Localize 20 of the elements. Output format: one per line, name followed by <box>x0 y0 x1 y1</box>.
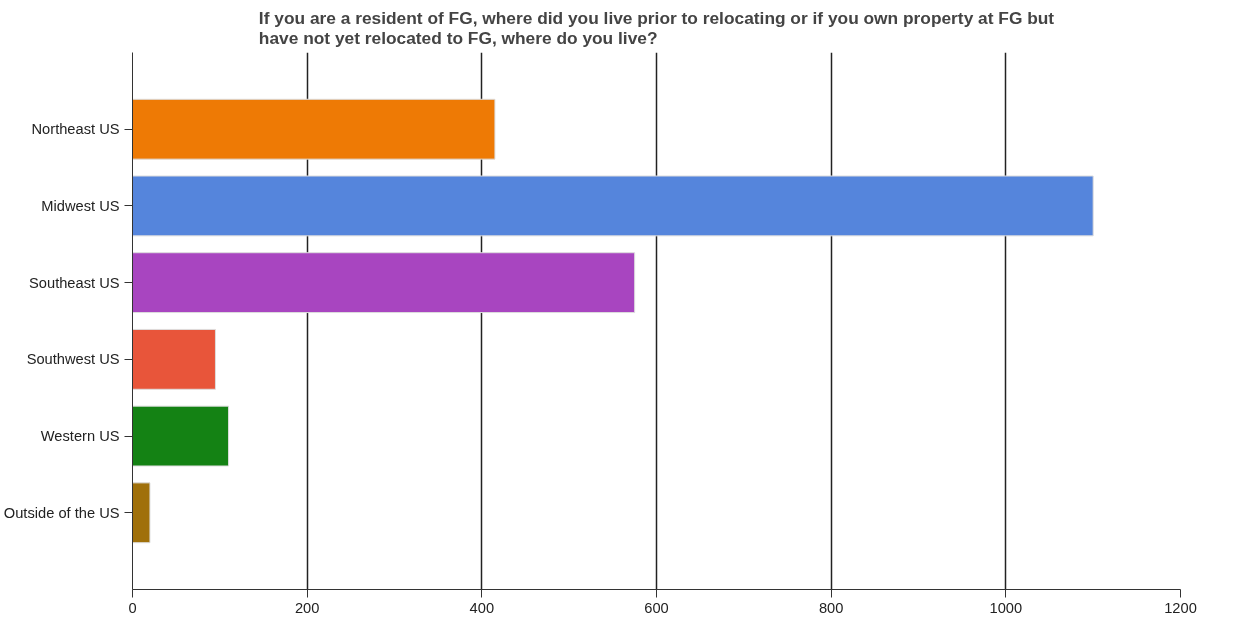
x-tick-label: 0 <box>128 599 137 616</box>
x-tick-label: 1000 <box>989 599 1023 616</box>
x-tick-label: 200 <box>294 599 320 616</box>
y-tick-label: Midwest US <box>41 197 120 214</box>
x-tick-label: 800 <box>818 599 844 616</box>
y-tick-label: Southwest US <box>26 351 120 368</box>
y-tick-label: Outside of the US <box>3 504 120 521</box>
x-tick-label: 600 <box>644 599 669 616</box>
bar <box>132 405 230 467</box>
y-tick-label: Western US <box>40 428 120 445</box>
bar <box>132 98 496 160</box>
bar <box>132 175 1094 237</box>
bar <box>132 252 636 314</box>
x-tick-label: 400 <box>469 599 495 616</box>
x-tick-label: 1200 <box>1164 599 1197 616</box>
chart-title: If you are a resident of FG, where did you live prior to relocating or if you own property at FG but have not yet relocated to FG, where do you live? <box>258 7 1055 48</box>
bar <box>132 328 216 390</box>
y-tick-label: Northeast US <box>31 121 120 138</box>
y-tick-label: Southeast US <box>29 274 120 291</box>
bar <box>132 482 151 544</box>
